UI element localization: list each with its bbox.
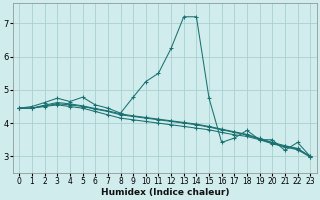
X-axis label: Humidex (Indice chaleur): Humidex (Indice chaleur) [100,188,229,197]
